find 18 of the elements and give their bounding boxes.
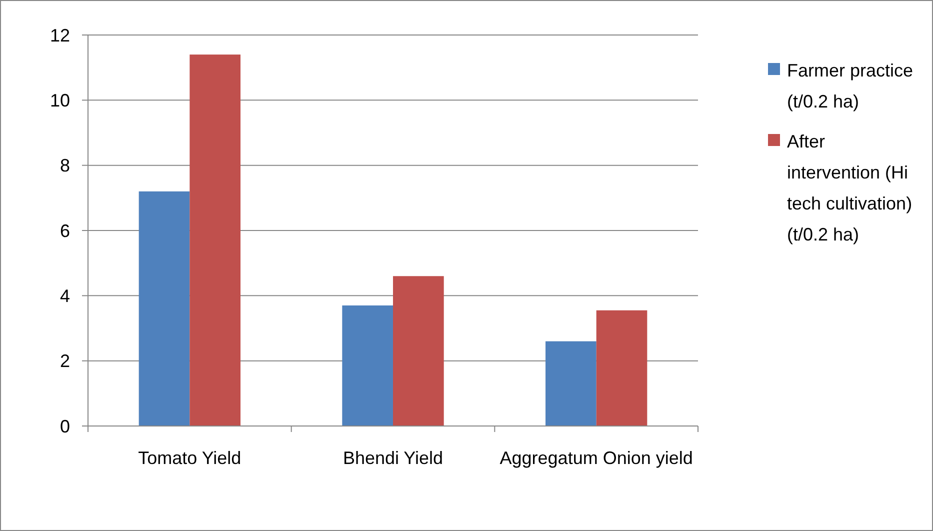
y-tick-label: 6 — [60, 220, 70, 241]
bar — [596, 310, 648, 426]
x-tick-label: Tomato Yield — [138, 448, 242, 468]
y-tick-label: 4 — [60, 286, 70, 306]
bar — [393, 276, 444, 426]
legend-label: After intervention (Hi tech cultivation) (t/0.2 ha) — [787, 131, 912, 244]
y-tick-label: 8 — [60, 156, 70, 176]
y-tick-label: 2 — [60, 351, 70, 372]
bar — [546, 341, 596, 426]
x-tick-label: Bhendi Yield — [342, 448, 444, 468]
x-tick-label: Aggregatum Onion yield — [500, 448, 693, 468]
y-tick-label: 0 — [60, 416, 70, 436]
y-tick-label: 10 — [50, 90, 70, 110]
bar — [138, 191, 190, 426]
legend-label: Farmer practice (t/0.2 ha) — [787, 60, 914, 112]
bar — [190, 54, 240, 426]
bar — [342, 305, 393, 426]
y-tick-label: 12 — [50, 25, 70, 46]
